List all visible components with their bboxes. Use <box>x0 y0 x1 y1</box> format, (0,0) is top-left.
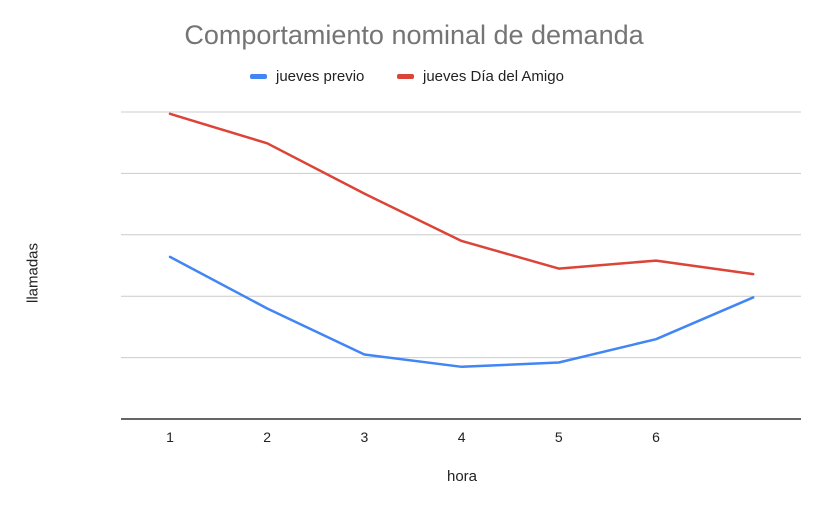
legend: jueves previo jueves Día del Amigo <box>0 68 828 88</box>
series-line-2[interactable] <box>168 112 755 276</box>
x-tick-label: 6 <box>652 429 660 445</box>
data-point-series-2[interactable] <box>459 238 465 244</box>
x-tick-label: 3 <box>361 429 369 445</box>
data-point-series-2[interactable] <box>264 140 270 146</box>
data-point-series-2[interactable] <box>556 266 562 272</box>
data-point-series-1[interactable] <box>653 336 659 342</box>
data-point-series-1[interactable] <box>264 305 270 311</box>
data-point-series-1[interactable] <box>167 254 173 260</box>
legend-label-series-1: jueves previo <box>276 68 365 85</box>
legend-label-series-2: jueves Día del Amigo <box>423 68 564 85</box>
data-point-series-1[interactable] <box>361 352 367 358</box>
data-point-series-2[interactable] <box>653 258 659 264</box>
series-line-1[interactable] <box>168 255 755 369</box>
data-point-series-2[interactable] <box>361 191 367 197</box>
chart-title: Comportamiento nominal de demanda <box>184 20 644 50</box>
x-axis-label: hora <box>446 468 478 485</box>
legend-swatch-series-1 <box>250 74 267 79</box>
data-point-series-2[interactable] <box>167 111 173 117</box>
x-tick-label: 4 <box>458 429 466 445</box>
data-point-series-1[interactable] <box>750 294 756 300</box>
data-point-series-2[interactable] <box>750 271 756 277</box>
legend-swatch-series-2 <box>397 74 414 79</box>
data-point-series-1[interactable] <box>556 360 562 366</box>
x-tick-label: 1 <box>166 429 174 445</box>
data-point-series-1[interactable] <box>459 364 465 370</box>
x-tick-label: 5 <box>555 429 563 445</box>
legend-item-series-1[interactable]: jueves previo <box>250 68 364 85</box>
legend-item-series-2[interactable]: jueves Día del Amigo <box>397 68 564 85</box>
x-tick-label: 2 <box>263 429 271 445</box>
